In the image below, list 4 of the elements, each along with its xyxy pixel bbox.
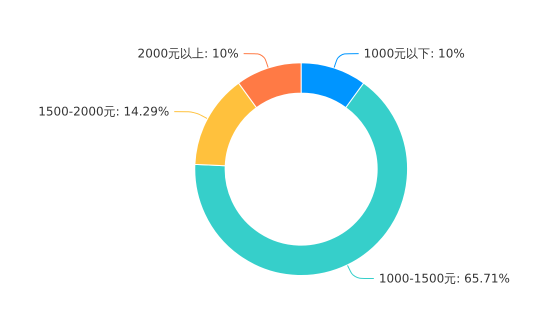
slice-label: 1500-2000元: 14.29% xyxy=(38,104,170,119)
slice-label: 1000元以下: 10% xyxy=(364,46,465,61)
slice-label: 2000元以上: 10% xyxy=(138,46,239,61)
slice-label: 1000-1500元: 65.71% xyxy=(378,271,510,286)
